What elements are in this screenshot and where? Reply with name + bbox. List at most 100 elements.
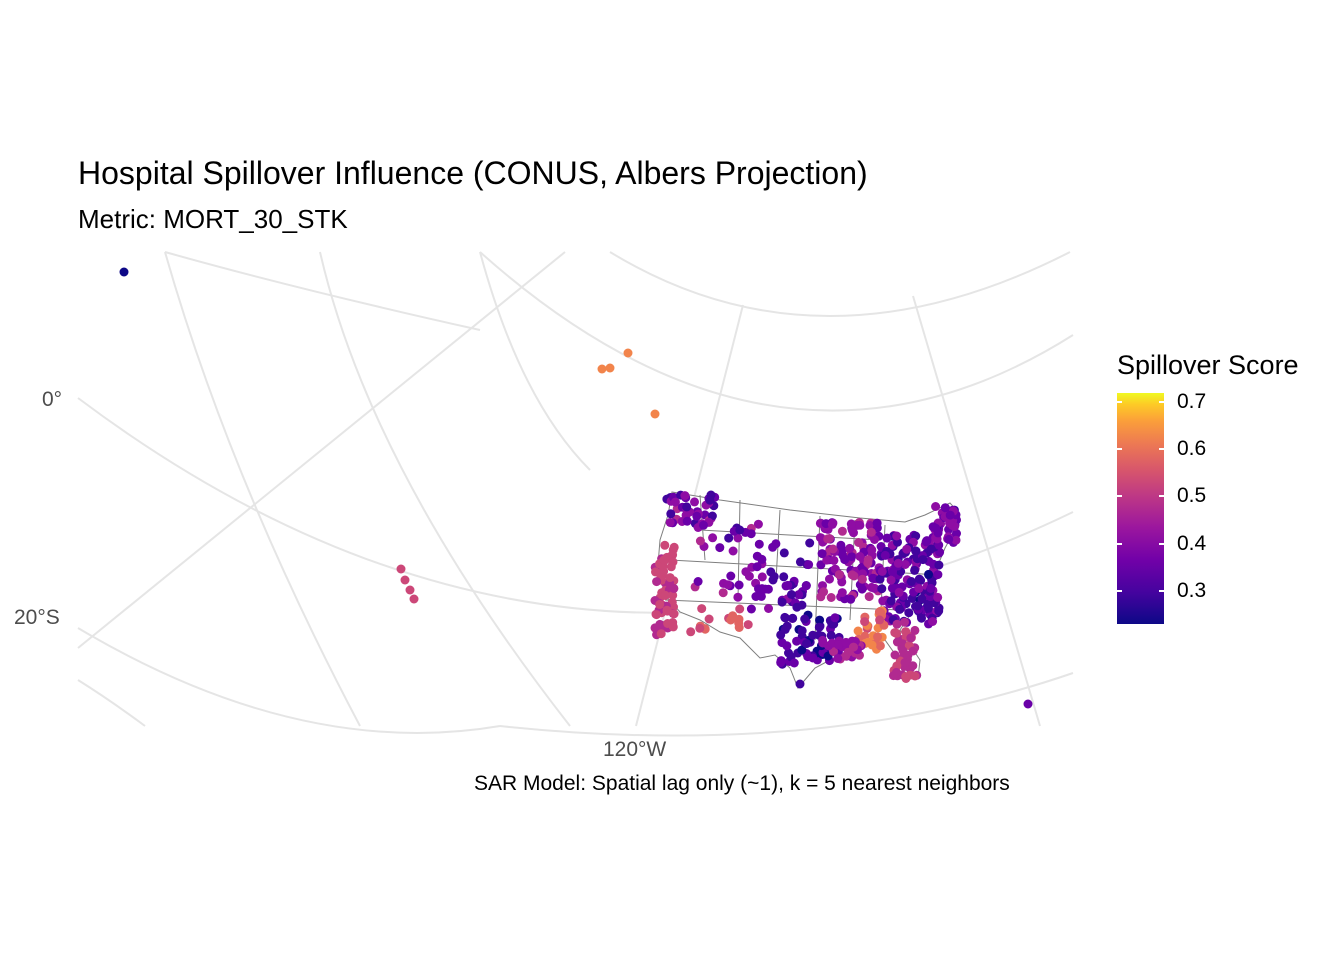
hospital-point xyxy=(808,630,818,640)
hospital-point xyxy=(669,542,679,552)
hospital-point xyxy=(857,574,867,584)
hospital-point xyxy=(734,580,744,590)
hospital-point xyxy=(741,567,751,577)
hospital-point xyxy=(779,548,789,558)
hospital-point xyxy=(828,544,838,554)
hospital-point xyxy=(792,602,802,612)
hospital-point xyxy=(682,516,692,526)
hospital-point xyxy=(917,613,926,623)
hospital-point xyxy=(804,560,814,570)
hospital-point xyxy=(944,534,954,544)
graticule-parallel xyxy=(77,627,501,734)
hospital-point xyxy=(682,502,692,512)
hospital-point xyxy=(898,646,908,656)
hospital-point xyxy=(870,583,880,593)
hospital-point xyxy=(680,491,690,501)
legend-colorbar xyxy=(1117,393,1164,624)
legend-tick-mark xyxy=(1117,543,1122,545)
graticule-parallel xyxy=(609,251,1071,317)
hospital-point xyxy=(789,658,799,668)
hospital-point xyxy=(880,550,890,560)
hospital-point xyxy=(734,618,744,628)
hospital-point xyxy=(757,554,767,564)
graticule-parallel xyxy=(77,679,146,727)
lon-label-120w: 120°W xyxy=(603,738,667,761)
hospital-point xyxy=(705,495,715,505)
hospital-point xyxy=(782,621,792,631)
hospital-point xyxy=(699,520,708,530)
legend-tick-mark xyxy=(1117,448,1122,450)
hospital-point xyxy=(841,637,851,647)
hospital-point xyxy=(735,604,745,614)
hospital-point xyxy=(877,566,887,576)
hospital-point xyxy=(660,540,670,550)
hospital-point xyxy=(886,575,896,585)
legend-tick-mark xyxy=(1159,590,1164,592)
hospital-point xyxy=(901,627,911,637)
hospital-point xyxy=(743,620,753,630)
hospital-point xyxy=(945,518,955,528)
hospital-point xyxy=(855,552,865,561)
hospital-point xyxy=(834,640,843,650)
hospital-point xyxy=(723,580,733,590)
hospital-point xyxy=(876,608,886,617)
hospital-point xyxy=(829,555,839,565)
hospital-point xyxy=(795,679,805,689)
hospital-point xyxy=(695,536,705,546)
hospital-point xyxy=(802,639,812,649)
hospital-point xyxy=(794,590,804,600)
hospital-point xyxy=(825,574,834,584)
hospital-point xyxy=(666,509,676,519)
graticule xyxy=(77,251,1074,737)
graticule-meridian xyxy=(77,251,566,649)
hospital-point xyxy=(914,584,924,593)
hospital-point xyxy=(867,640,877,650)
hospital-point xyxy=(940,503,950,513)
hospital-point xyxy=(735,525,745,535)
hospital-point xyxy=(933,592,943,602)
hospital-point xyxy=(882,533,892,543)
legend-tick-mark xyxy=(1117,590,1122,592)
hospital-point xyxy=(837,588,847,598)
hospital-point xyxy=(873,632,883,642)
hospital-point xyxy=(895,604,905,614)
hospital-point xyxy=(822,555,832,565)
hospital-point xyxy=(733,533,743,543)
hospital-point xyxy=(833,654,843,663)
legend-label: 0.5 xyxy=(1177,484,1207,507)
hospital-point xyxy=(849,571,859,581)
hospital-point xyxy=(733,592,743,602)
hospital-point xyxy=(656,629,666,639)
hospital-point xyxy=(668,557,678,567)
hospital-point xyxy=(623,348,633,358)
chart-caption: SAR Model: Spatial lag only (~1), k = 5 … xyxy=(474,772,1010,795)
hospital-point xyxy=(926,583,936,593)
hospital-point xyxy=(409,594,419,604)
hospital-point xyxy=(924,569,933,579)
hospital-point xyxy=(818,635,828,645)
hospital-point xyxy=(651,567,660,577)
hospital-point xyxy=(801,581,811,591)
hospital-point xyxy=(655,599,665,609)
hospital-point xyxy=(597,364,607,374)
hospital-point xyxy=(668,590,678,600)
hospital-point xyxy=(841,651,851,661)
hospital-point xyxy=(660,591,670,600)
hospital-point xyxy=(777,638,787,648)
hospital-point xyxy=(650,409,660,419)
hospital-point xyxy=(845,543,855,553)
hospital-point xyxy=(892,531,902,541)
hospital-point xyxy=(933,570,943,580)
lat-label-20s: 20°S xyxy=(14,606,60,629)
hospital-point xyxy=(715,543,725,553)
hospital-point xyxy=(792,636,802,646)
lat-label-0: 0° xyxy=(42,388,63,411)
hospital-point xyxy=(945,510,955,520)
hospital-point xyxy=(776,658,786,668)
hospital-point xyxy=(726,571,736,581)
graticule-meridian xyxy=(479,251,591,471)
hospital-point xyxy=(777,597,787,607)
hospital-point xyxy=(652,577,662,587)
hospital-point xyxy=(904,608,914,618)
